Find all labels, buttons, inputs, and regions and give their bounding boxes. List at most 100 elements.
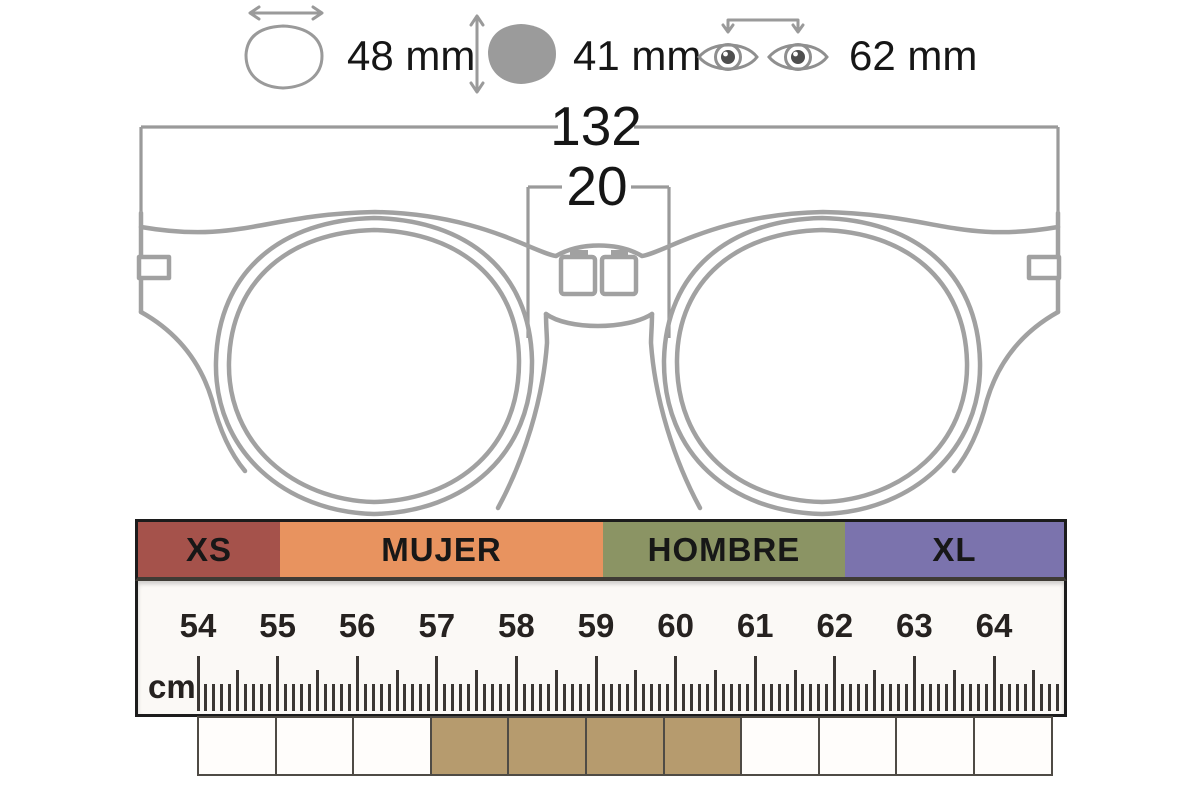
ruler-unit-label: cm [148, 668, 196, 705]
ruler-tick [212, 684, 216, 711]
ruler-tick [419, 684, 423, 711]
size-band-hombre: HOMBRE [603, 522, 845, 577]
ruler-tick [777, 684, 781, 711]
ruler-tick [634, 670, 638, 711]
ruler-tick [753, 656, 757, 711]
ruler-tick [841, 684, 845, 711]
lens-width-icon [244, 5, 324, 90]
ruler-tick [912, 656, 916, 711]
bridge-clip-right [599, 250, 639, 297]
total-width-value: 132 [550, 95, 642, 157]
size-band-label: HOMBRE [647, 530, 801, 568]
right-lens-inner [674, 227, 970, 505]
ruler-tick [602, 684, 606, 711]
ruler-number-59: 59 [577, 607, 615, 644]
ruler-tick [865, 684, 869, 711]
ruler-tick [674, 656, 678, 711]
ruler-tick [729, 684, 733, 711]
size-cell-59 [584, 716, 665, 776]
lens-height-value: 41 mm [573, 32, 701, 79]
size-band-label: XL [932, 530, 977, 568]
ruler-tick [618, 684, 622, 711]
ruler-tick [992, 656, 996, 711]
ruler-tick [331, 684, 335, 711]
ruler-tick [809, 684, 813, 711]
ruler-number-58: 58 [498, 607, 535, 644]
left-hinge-notch [136, 254, 172, 281]
brow-line [138, 209, 1061, 259]
ruler-tick [268, 684, 272, 711]
size-band-label: XS [185, 530, 233, 568]
ruler-tick [451, 684, 455, 711]
ruler-tick [371, 684, 375, 711]
ruler-tick [538, 684, 542, 711]
ruler-tick [785, 684, 789, 711]
ruler-tick [881, 684, 885, 711]
size-band-label: MUJER [381, 530, 502, 568]
ruler-tick [315, 670, 319, 711]
ruler-tick [260, 684, 264, 711]
ruler-tick [1032, 670, 1036, 711]
ruler-tick [896, 684, 900, 711]
ruler-tick [491, 684, 495, 711]
ruler-tick [769, 684, 773, 711]
ruler-tick [498, 684, 502, 711]
ruler-tick [347, 684, 351, 711]
ruler-tick [355, 656, 359, 711]
size-cell-60 [662, 716, 743, 776]
ruler-tick [721, 684, 725, 711]
ruler-tick [475, 670, 479, 711]
size-cell-54 [197, 716, 277, 776]
ruler-number-54: 54 [179, 607, 217, 644]
ruler-tick [793, 670, 797, 711]
size-cell-55 [274, 716, 355, 776]
left-outer-flank [138, 309, 248, 474]
size-cell-61 [740, 716, 820, 776]
size-cell-56 [352, 716, 432, 776]
ruler-tick [594, 656, 598, 711]
ruler-tick [650, 684, 654, 711]
ruler-tick [196, 656, 200, 711]
ruler-tick [952, 670, 956, 711]
ruler-tick [904, 684, 908, 711]
ruler-tick [642, 684, 646, 711]
ruler-tick [626, 684, 630, 711]
ruler-tick [889, 684, 893, 711]
ruler-tick [833, 656, 837, 711]
ruler-tick [1008, 684, 1012, 711]
ruler-tick [363, 684, 367, 711]
ruler-tick [968, 684, 972, 711]
ruler-tick [825, 684, 829, 711]
pupillary-distance-icon [697, 18, 829, 71]
ruler-tick [578, 684, 582, 711]
left-nose-flank [495, 311, 550, 511]
size-cell-57 [429, 716, 510, 776]
ruler-tick [435, 656, 439, 711]
size-cell-64 [972, 716, 1053, 776]
bridge-lower-arc [543, 311, 655, 329]
ruler-ticks [138, 656, 1064, 714]
ruler-number-55: 55 [259, 607, 296, 644]
pupillary-distance-value: 62 mm [849, 32, 977, 79]
ruler-tick [228, 684, 232, 711]
right-nose-flank [648, 311, 703, 511]
ruler-tick [737, 684, 741, 711]
ruler-tick [427, 684, 431, 711]
ruler-tick [546, 684, 550, 711]
ruler-tick [745, 684, 749, 711]
size-band-row: XS MUJER HOMBRE XL [135, 519, 1067, 581]
size-chart: XS MUJER HOMBRE XL cm 54 55 56 57 58 59 60 61 62 63 6… [135, 519, 1067, 717]
ruler-tick [483, 684, 487, 711]
ruler-tick [443, 684, 447, 711]
ruler-tick [276, 656, 280, 711]
ruler-tick [562, 684, 566, 711]
ruler-tick [379, 684, 383, 711]
ruler-tick [658, 684, 662, 711]
ruler-tick [411, 684, 415, 711]
ruler-tick [944, 684, 948, 711]
ruler-tick [514, 656, 518, 711]
ruler-tick [1040, 684, 1044, 711]
ruler-number-63: 63 [896, 607, 933, 644]
ruler: cm 54 55 56 57 58 59 60 61 62 63 64 [135, 581, 1067, 717]
ruler-tick [292, 684, 296, 711]
